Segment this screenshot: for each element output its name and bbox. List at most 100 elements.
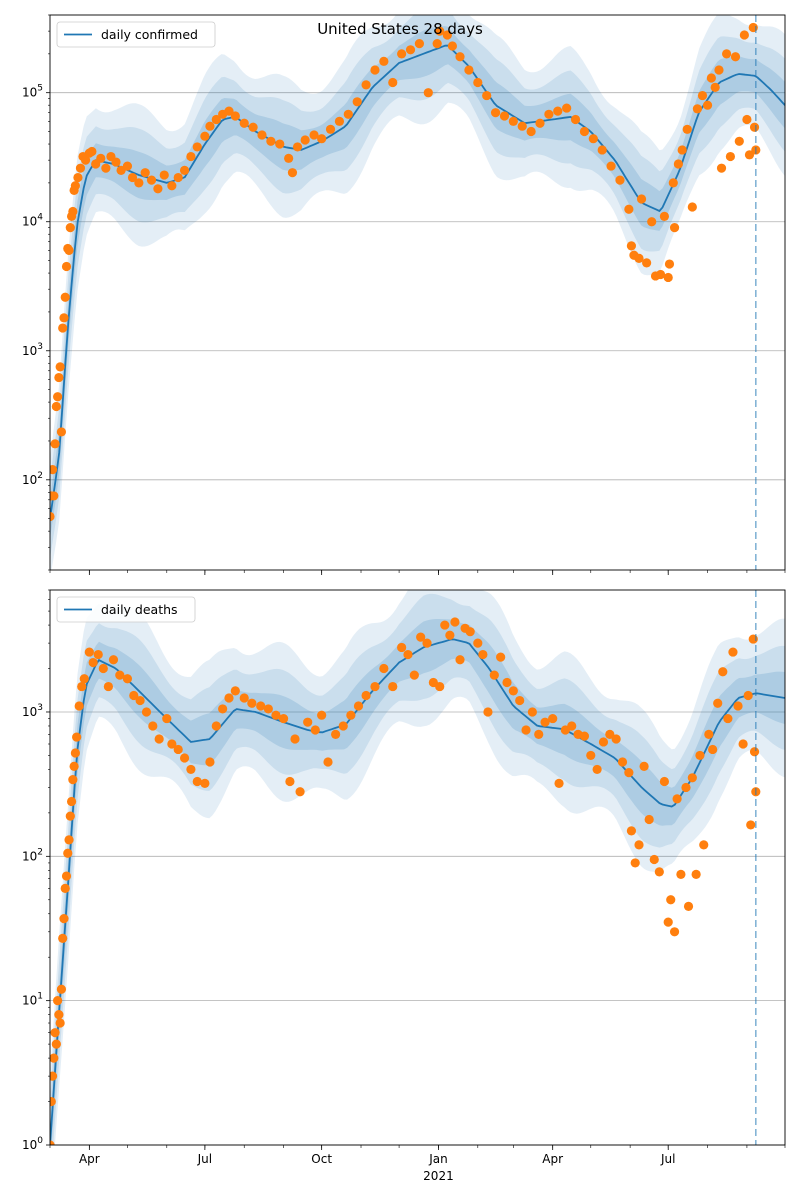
observed-point: [672, 794, 682, 804]
observed-point: [706, 73, 716, 83]
observed-point: [205, 757, 215, 767]
observed-point: [50, 511, 55, 522]
observed-point: [65, 223, 75, 233]
observed-point: [490, 108, 501, 118]
y-tick-label: 100: [22, 1136, 43, 1152]
observed-point: [53, 996, 63, 1006]
observed-point: [442, 30, 452, 40]
y-tick-label: 105: [22, 84, 43, 100]
observed-point: [534, 729, 544, 739]
observed-point: [239, 693, 249, 703]
chart-panel-2: 100 101 102 103 Apr Jul Oct Jan Apr Jul 2021 daily …: [22, 589, 786, 1183]
observed-point: [733, 701, 743, 711]
observed-point: [186, 764, 196, 775]
model-line: [50, 44, 785, 519]
observed-point: [50, 1071, 58, 1081]
y-tick-label: 101: [22, 992, 43, 1008]
observed-point: [186, 151, 196, 162]
chart-panel-1: 102 103 104 105 daily confirmed: [22, 14, 786, 575]
observed-point: [570, 114, 581, 125]
y-tick-label: 104: [22, 213, 43, 229]
observed-point: [673, 159, 683, 169]
observed-point: [702, 100, 713, 110]
observed-point: [592, 764, 602, 775]
observed-point: [66, 796, 77, 807]
observed-point: [535, 118, 545, 128]
observed-point: [68, 206, 78, 217]
observed-point: [317, 710, 327, 720]
observed-point: [167, 181, 177, 191]
observed-point: [749, 122, 760, 132]
plot-area: [50, 590, 785, 1145]
observed-point: [309, 130, 319, 140]
observed-point: [499, 111, 510, 121]
observed-point: [93, 649, 103, 660]
observed-point: [192, 142, 202, 152]
observed-point: [135, 695, 145, 706]
observed-point: [695, 750, 705, 761]
observed-point: [70, 181, 80, 191]
observed-point: [295, 787, 305, 797]
observed-point: [579, 126, 590, 137]
observed-point: [455, 655, 465, 665]
observed-point: [521, 725, 531, 735]
observed-point: [75, 163, 86, 173]
observed-point: [370, 65, 380, 75]
observed-point: [465, 627, 475, 637]
observed-point: [744, 150, 755, 160]
observed-point: [101, 163, 111, 173]
observed-point: [682, 124, 692, 134]
observed-point: [586, 750, 596, 761]
observed-point: [230, 111, 240, 121]
observed-point: [54, 372, 64, 383]
observed-point: [56, 427, 67, 437]
x-tick-label: Jan: [428, 1152, 448, 1166]
observed-point: [77, 681, 87, 692]
observed-point: [579, 731, 590, 741]
observed-point: [218, 704, 228, 714]
observed-point: [162, 713, 172, 724]
observed-point: [403, 649, 413, 660]
observed-point: [681, 782, 691, 793]
observed-point: [606, 161, 616, 171]
observed-point: [200, 131, 210, 141]
observed-point: [353, 701, 364, 711]
observed-point: [692, 104, 703, 114]
observed-point: [154, 734, 164, 744]
observed-point: [515, 695, 525, 706]
observed-point: [654, 867, 664, 877]
observed-point: [87, 146, 97, 157]
observed-point: [483, 707, 493, 717]
observed-point: [129, 690, 139, 701]
observed-point: [496, 652, 506, 662]
observed-point: [540, 717, 550, 727]
observed-point: [649, 854, 659, 865]
observed-point: [361, 690, 371, 701]
observed-point: [725, 151, 736, 162]
observed-point: [723, 713, 733, 724]
observed-point: [56, 984, 67, 994]
observed-point: [611, 734, 621, 744]
observed-point: [59, 914, 69, 924]
observed-point: [58, 933, 68, 943]
observed-point: [50, 439, 60, 449]
observed-point: [728, 647, 738, 657]
observed-point: [379, 56, 389, 66]
observed-point: [50, 1140, 55, 1145]
x-tick-label: Jul: [660, 1152, 675, 1166]
legend: daily confirmed: [56, 21, 216, 48]
observed-point: [397, 49, 407, 59]
y-tick-label: 102: [22, 471, 43, 487]
observed-point: [677, 145, 687, 155]
observed-point: [59, 313, 69, 323]
observed-point: [388, 681, 398, 692]
observed-point: [588, 134, 598, 144]
observed-point: [455, 52, 465, 62]
observed-point: [517, 121, 527, 131]
observed-point: [630, 858, 640, 868]
observed-point: [626, 826, 636, 836]
observed-point: [346, 710, 356, 720]
observed-point: [224, 693, 234, 703]
observed-point: [699, 840, 709, 850]
observed-point: [626, 241, 636, 251]
